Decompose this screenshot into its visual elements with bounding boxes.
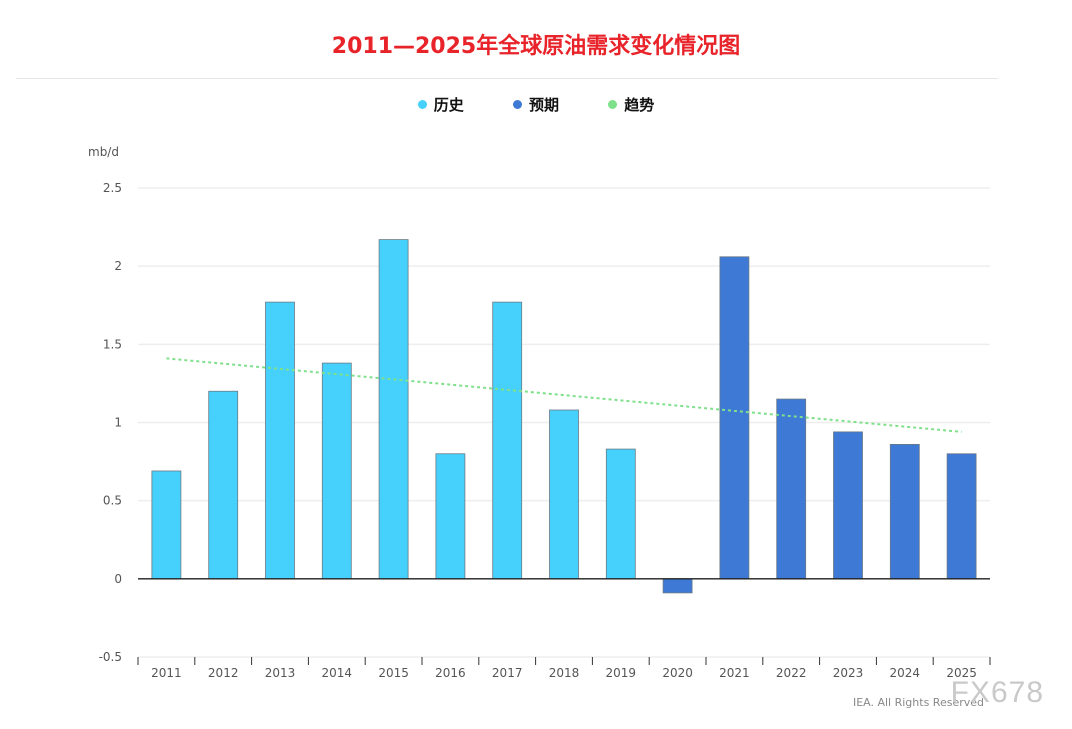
bar — [833, 431, 863, 580]
bar — [889, 443, 920, 580]
legend-history-label: 历史 — [433, 96, 464, 114]
x-axis: 2011 2012 2013 2014 2015 2016 2017 2018 2019 2020… — [137, 578, 991, 680]
legend-forecast-label: 预期 — [528, 96, 559, 114]
x-tick-label: 2012 — [208, 666, 239, 680]
bar — [492, 301, 523, 580]
x-tick-label: 2014 — [322, 666, 353, 680]
legend-trend-dot — [608, 100, 618, 109]
trend-line — [166, 357, 962, 433]
y-tick-label: 1.5 — [103, 337, 122, 351]
x-tick-label: 2023 — [833, 666, 864, 680]
legend-item-history[interactable]: 历史 — [417, 94, 464, 115]
bar — [435, 453, 466, 580]
bar — [719, 256, 750, 580]
bar — [378, 239, 409, 580]
bar — [265, 301, 295, 580]
x-tick-label: 2018 — [549, 666, 580, 680]
x-tick-label: 2016 — [435, 666, 466, 680]
bar — [662, 578, 693, 594]
trend-line-group — [166, 357, 962, 433]
source-credit: IEA. All Rights Reserved — [852, 696, 984, 709]
legend-trend-label: 趋势 — [624, 96, 655, 114]
x-tick-label: 2020 — [662, 666, 693, 680]
legend: 历史 预期 趋势 — [0, 94, 1072, 115]
y-axis-unit: mb/d — [88, 145, 119, 159]
x-tick-label: 2025 — [946, 666, 977, 680]
legend-item-forecast[interactable]: 预期 — [512, 94, 559, 115]
y-tick-label: 0 — [114, 572, 122, 586]
y-tick-label: 1 — [114, 416, 122, 430]
bar — [946, 453, 977, 580]
x-tick-label: 2021 — [719, 666, 750, 680]
bar — [321, 362, 352, 580]
bar — [208, 390, 239, 580]
legend-history-dot — [417, 100, 427, 109]
bar — [549, 409, 579, 580]
x-tick-label: 2019 — [606, 666, 637, 680]
y-tick-label: 0.5 — [103, 494, 122, 508]
y-tick-label: -0.5 — [99, 650, 122, 664]
bar — [151, 470, 182, 580]
y-tick-label: 2 — [114, 259, 122, 273]
legend-forecast-dot — [512, 100, 522, 109]
y-tick-label: 2.5 — [103, 181, 122, 195]
x-tick-label: 2013 — [265, 666, 296, 680]
x-tick-label: 2017 — [492, 666, 523, 680]
bar — [605, 448, 636, 580]
y-axis-ticks: 2.5 2 1.5 1 0.5 0 -0.5 — [99, 181, 122, 664]
bars — [151, 239, 977, 594]
chart-title: 2011—2025年全球原油需求变化情况图 — [331, 34, 741, 59]
x-tick-label: 2022 — [776, 666, 807, 680]
title-divider — [16, 78, 998, 79]
x-tick-label: 2015 — [378, 666, 409, 680]
x-tick-label: 2011 — [151, 666, 182, 680]
x-tick-label: 2024 — [890, 666, 921, 680]
bar — [776, 398, 807, 580]
watermark: FX678 — [950, 676, 1044, 709]
legend-item-trend[interactable]: 趋势 — [608, 94, 654, 115]
